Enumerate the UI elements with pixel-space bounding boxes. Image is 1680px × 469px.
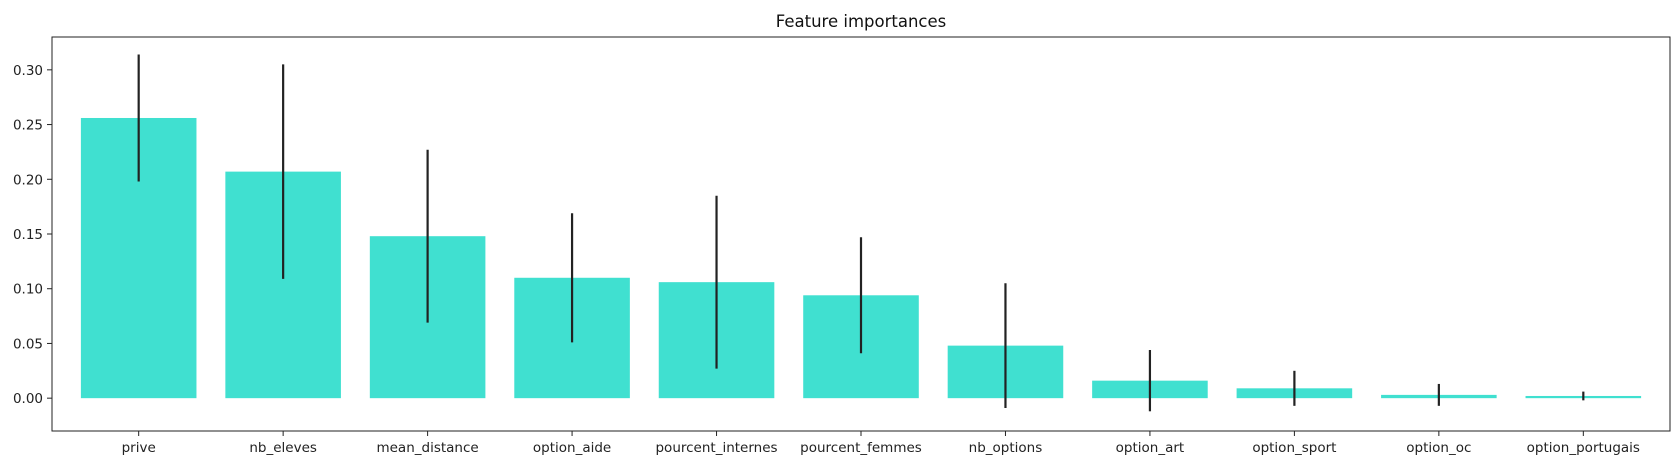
y-tick-label-0.15: 0.15 (13, 227, 43, 243)
y-axis: 0.00 0.05 0.10 0.15 0.20 0.25 0.30 (13, 63, 52, 407)
x-tick-label-option_sport: option_sport (1252, 440, 1336, 456)
x-tick-label-pourcent_internes: pourcent_internes (655, 440, 777, 456)
x-tick-label-pourcent_femmes: pourcent_femmes (800, 440, 922, 456)
plot-frame (51, 36, 1671, 432)
x-tick-label-option_portugais: option_portugais (1527, 440, 1640, 456)
chart-title: Feature importances (776, 12, 946, 31)
error-bars-layer (137, 54, 1585, 412)
y-tick-label-0.20: 0.20 (13, 172, 43, 188)
x-tick-label-prive: prive (122, 440, 156, 456)
y-tick-label-0.25: 0.25 (13, 118, 43, 134)
x-axis: prive nb_eleves mean_distance option_aide po… (122, 431, 1640, 456)
y-tick-label-0.00: 0.00 (13, 391, 43, 407)
y-tick-label-0.10: 0.10 (13, 282, 43, 298)
y-tick-label-0.30: 0.30 (13, 63, 43, 79)
x-tick-label-mean_distance: mean_distance (376, 440, 478, 456)
x-tick-label-nb_eleves: nb_eleves (249, 440, 317, 456)
x-tick-label-option_aide: option_aide (533, 440, 611, 456)
x-tick-label-option_oc: option_oc (1406, 440, 1471, 456)
x-tick-label-nb_options: nb_options (969, 440, 1043, 456)
y-tick-label-0.05: 0.05 (13, 336, 43, 352)
x-tick-label-option_art: option_art (1116, 440, 1185, 456)
